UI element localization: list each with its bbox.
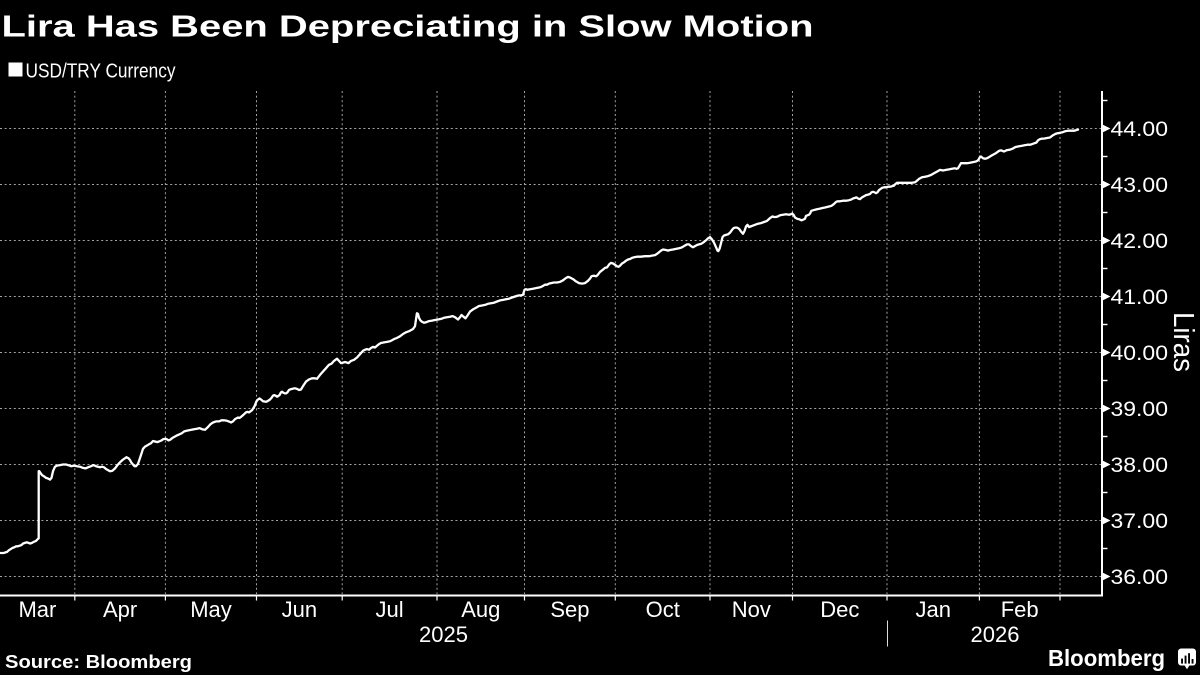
svg-text:Oct: Oct (646, 597, 680, 622)
svg-text:Jun: Jun (282, 597, 317, 622)
svg-text:Sep: Sep (550, 597, 589, 622)
svg-text:44.00: 44.00 (1111, 117, 1169, 141)
svg-text:37.00: 37.00 (1111, 509, 1169, 533)
svg-text:2026: 2026 (971, 622, 1020, 647)
svg-text:Nov: Nov (732, 597, 771, 622)
svg-text:Aug: Aug (461, 597, 500, 622)
svg-text:Jul: Jul (376, 597, 404, 622)
svg-text:38.00: 38.00 (1111, 453, 1169, 477)
svg-text:USD/TRY Currency: USD/TRY Currency (26, 60, 177, 83)
svg-text:43.00: 43.00 (1111, 173, 1169, 197)
svg-text:41.00: 41.00 (1111, 285, 1169, 309)
svg-text:Jan: Jan (915, 597, 950, 622)
svg-text:Lira Has Been Depreciating in: Lira Has Been Depreciating in Slow Motio… (2, 8, 814, 43)
svg-text:May: May (190, 597, 232, 622)
svg-text:Feb: Feb (1001, 597, 1039, 622)
svg-text:36.00: 36.00 (1111, 565, 1169, 589)
svg-text:42.00: 42.00 (1111, 229, 1169, 253)
svg-text:Source: Bloomberg: Source: Bloomberg (5, 651, 192, 672)
svg-text:Dec: Dec (820, 597, 859, 622)
svg-text:Bloomberg: Bloomberg (1048, 645, 1165, 671)
svg-text:39.00: 39.00 (1111, 397, 1169, 421)
svg-text:Mar: Mar (18, 597, 56, 622)
svg-text:Liras: Liras (1167, 312, 1199, 372)
svg-text:Apr: Apr (103, 597, 137, 622)
svg-text:40.00: 40.00 (1111, 341, 1169, 365)
svg-text:2025: 2025 (419, 622, 468, 647)
